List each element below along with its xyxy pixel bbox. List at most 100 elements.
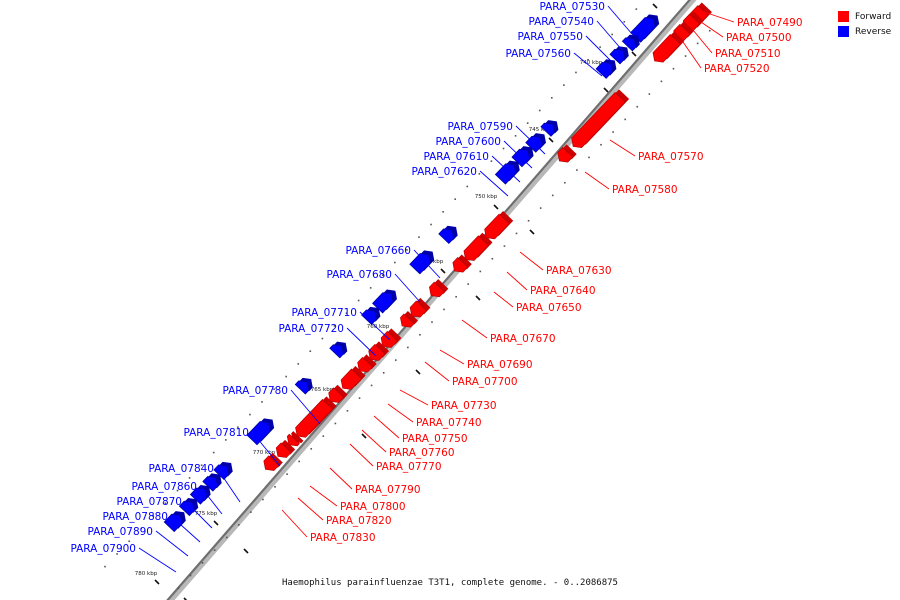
gene-label[interactable]: PARA_07570 <box>638 151 704 163</box>
gene-para-07590[interactable] <box>540 120 559 137</box>
gene-para-07780[interactable] <box>329 341 348 359</box>
gene-label[interactable]: PARA_07880 <box>102 511 168 523</box>
gene-label[interactable]: PARA_07540 <box>528 16 594 28</box>
gene-para-07770[interactable] <box>328 384 348 403</box>
gene-label[interactable]: PARA_07520 <box>704 63 770 75</box>
gene-label[interactable]: PARA_07810 <box>183 427 249 439</box>
gene-leader <box>199 485 223 515</box>
legend-reverse[interactable]: Reverse <box>838 24 891 39</box>
minor-tick <box>576 169 578 171</box>
gene-para-07730[interactable] <box>380 328 402 348</box>
gene-label[interactable]: PARA_07730 <box>431 400 497 412</box>
gene-label[interactable]: PARA_07620 <box>411 166 477 178</box>
gene-para-07720[interactable] <box>361 306 381 326</box>
minor-tick <box>262 498 264 501</box>
gene-para-07660[interactable] <box>438 225 458 244</box>
gene-label[interactable]: PARA_07680 <box>326 269 392 281</box>
gene-leader <box>700 21 724 38</box>
gene-leader <box>503 140 533 169</box>
feature-gap-mark <box>361 433 367 439</box>
gene-label[interactable]: PARA_07580 <box>612 184 678 196</box>
gene-para-07700[interactable] <box>400 310 418 328</box>
gene-label[interactable]: PARA_07690 <box>467 359 533 371</box>
gene-label[interactable]: PARA_07650 <box>516 302 582 314</box>
gene-body <box>163 513 183 533</box>
gene-para-07760[interactable] <box>340 365 366 390</box>
gene-para-07900[interactable] <box>163 511 186 533</box>
gene-para-07810[interactable] <box>294 377 313 395</box>
gene-para-07650[interactable] <box>452 254 472 273</box>
gene-para-07820[interactable] <box>275 439 296 458</box>
gene-label[interactable]: PARA_07770 <box>376 461 442 473</box>
gene-para-07740[interactable] <box>368 341 390 361</box>
gene-label[interactable]: PARA_07790 <box>355 484 421 496</box>
gene-label[interactable]: PARA_07740 <box>416 417 482 429</box>
kbp-tick-mark <box>213 520 219 526</box>
minor-tick <box>237 524 240 526</box>
minor-tick <box>369 287 372 289</box>
gene-label[interactable]: PARA_07860 <box>131 481 197 493</box>
gene-label[interactable]: PARA_07550 <box>517 31 583 43</box>
gene-body <box>484 213 510 240</box>
gene-para-07540[interactable] <box>621 34 640 52</box>
gene-body <box>571 91 626 148</box>
gene-label[interactable]: PARA_07870 <box>116 496 182 508</box>
gene-body <box>263 455 280 471</box>
gene-label[interactable]: PARA_07660 <box>345 245 411 257</box>
gene-para-07550[interactable] <box>609 46 629 65</box>
gene-label[interactable]: PARA_07600 <box>435 136 501 148</box>
gene-label[interactable]: PARA_07560 <box>505 48 571 60</box>
gene-label[interactable]: PARA_07750 <box>402 433 468 445</box>
gene-para-07560[interactable] <box>595 59 617 79</box>
minor-tick <box>588 156 590 159</box>
gene-label[interactable]: PARA_07840 <box>148 463 214 475</box>
gene-para-07790[interactable] <box>295 396 337 438</box>
gene-label[interactable]: PARA_07900 <box>70 543 136 555</box>
gene-body <box>328 387 345 403</box>
gene-label[interactable]: PARA_07630 <box>546 265 612 277</box>
minor-tick <box>128 540 130 543</box>
gene-para-07620[interactable] <box>494 160 520 185</box>
gene-label[interactable]: PARA_07820 <box>326 515 392 527</box>
minor-tick <box>551 194 554 197</box>
gene-label[interactable]: PARA_07530 <box>539 1 605 13</box>
gene-label[interactable]: PARA_07640 <box>530 285 596 297</box>
minor-tick <box>467 283 470 285</box>
gene-label[interactable]: PARA_07510 <box>715 48 781 60</box>
gene-label[interactable]: PARA_07700 <box>452 376 518 388</box>
gene-para-07610[interactable] <box>511 146 534 168</box>
gene-label[interactable]: PARA_07890 <box>87 526 153 538</box>
gene-label[interactable]: PARA_07760 <box>389 447 455 459</box>
gene-para-07670[interactable] <box>429 279 449 298</box>
gene-para-07690[interactable] <box>409 297 431 318</box>
minor-tick <box>708 29 711 32</box>
minor-tick <box>479 270 482 273</box>
gene-para-07520[interactable] <box>652 31 685 63</box>
gene-leader <box>596 20 623 51</box>
kbp-tick-label: 760 kbp <box>367 324 390 330</box>
gene-para-07750[interactable] <box>357 354 377 373</box>
gene-para-07640[interactable] <box>463 232 493 261</box>
gene-para-07680[interactable] <box>409 250 435 275</box>
gene-para-07580[interactable] <box>557 144 577 163</box>
minor-tick <box>478 173 481 175</box>
gene-label[interactable]: PARA_07720 <box>278 323 344 335</box>
minor-tick <box>418 236 420 238</box>
gene-label[interactable]: PARA_07610 <box>423 151 489 163</box>
gene-label[interactable]: PARA_07670 <box>490 333 556 345</box>
gene-label[interactable]: PARA_07830 <box>310 532 376 544</box>
gene-label[interactable]: PARA_07800 <box>340 501 406 513</box>
gene-label[interactable]: PARA_07780 <box>222 385 288 397</box>
gene-para-07840[interactable] <box>246 418 275 446</box>
gene-label[interactable]: PARA_07590 <box>447 121 513 133</box>
gene-para-07630[interactable] <box>484 211 514 240</box>
gene-para-07570[interactable] <box>571 89 630 148</box>
gene-label[interactable]: PARA_07710 <box>291 307 357 319</box>
gene-para-07800[interactable] <box>286 431 304 447</box>
minor-tick <box>611 33 613 36</box>
gene-leader <box>519 251 544 271</box>
kbp-tick-label: 765 kbp <box>311 387 334 393</box>
gene-label[interactable]: PARA_07490 <box>737 17 803 29</box>
gene-label[interactable]: PARA_07500 <box>726 32 792 44</box>
legend-forward[interactable]: Forward <box>838 9 891 24</box>
